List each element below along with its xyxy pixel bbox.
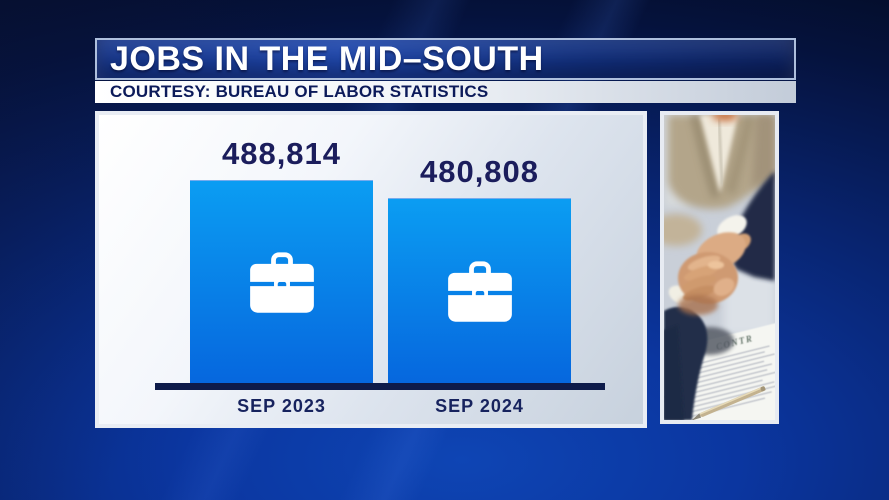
handshake-photo: CONTR [660,111,779,424]
briefcase-icon [249,252,314,313]
chart-baseline [155,383,605,390]
bar-value-label: 480,808 [419,154,540,189]
briefcase-icon [447,261,512,322]
courtesy-banner: COURTESY: BUREAU OF LABOR STATISTICS [95,81,796,103]
page-title: JOBS IN THE MID–SOUTH [110,39,544,78]
courtesy-text: COURTESY: BUREAU OF LABOR STATISTICS [110,82,489,101]
category-label: SEP 2024 [435,396,524,416]
bar-value-label: 488,814 [221,136,342,171]
white-shirt [700,115,738,193]
category-label: SEP 2023 [237,396,326,416]
chart-bar [388,198,571,383]
chart-bar [190,180,373,383]
pen [691,386,766,420]
bar-chart: 488,814 480,808 SEP 2023 SEP 2024 [95,111,647,428]
neck-skin [712,115,738,121]
headline-banner: JOBS IN THE MID–SOUTH [95,38,796,80]
clasped-hands [678,232,751,315]
